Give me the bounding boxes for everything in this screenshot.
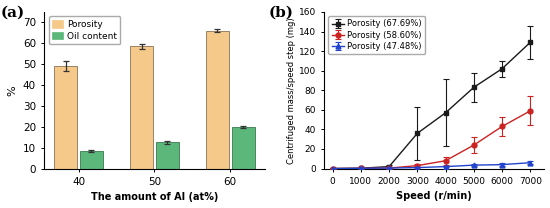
Y-axis label: Centrifuged mass/speed step (mg): Centrifuged mass/speed step (mg) xyxy=(287,17,296,163)
Bar xyxy=(156,142,179,168)
Bar xyxy=(130,46,153,168)
Bar xyxy=(80,151,103,168)
Text: (b): (b) xyxy=(269,6,294,20)
Legend: Porosity (67.69%), Porosity (58.60%), Porosity (47.48%): Porosity (67.69%), Porosity (58.60%), Po… xyxy=(328,16,426,54)
Bar xyxy=(54,66,77,168)
Y-axis label: %: % xyxy=(7,85,17,95)
X-axis label: The amount of Al (at%): The amount of Al (at%) xyxy=(91,192,218,202)
Bar xyxy=(232,127,255,168)
X-axis label: Speed (r/min): Speed (r/min) xyxy=(397,191,472,201)
Legend: Porosity, Oil content: Porosity, Oil content xyxy=(49,16,120,44)
Text: (a): (a) xyxy=(0,6,25,20)
Bar xyxy=(206,31,229,168)
